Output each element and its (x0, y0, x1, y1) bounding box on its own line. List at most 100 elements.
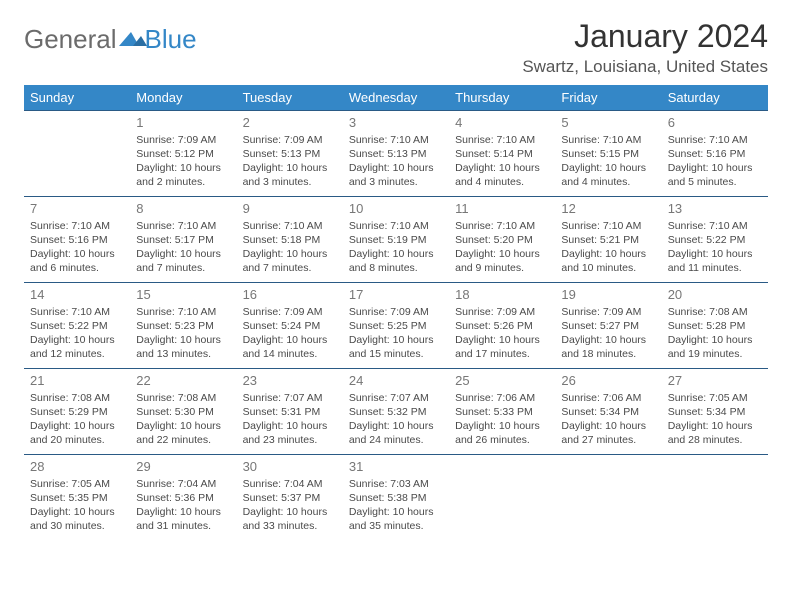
daylight-text: Daylight: 10 hours and 35 minutes. (349, 505, 443, 533)
day-number: 27 (668, 372, 762, 390)
daylight-text: Daylight: 10 hours and 6 minutes. (30, 247, 124, 275)
calendar-cell: 26Sunrise: 7:06 AMSunset: 5:34 PMDayligh… (555, 369, 661, 455)
sunset-text: Sunset: 5:16 PM (668, 147, 762, 161)
logo: General Blue (24, 24, 197, 55)
calendar-cell: 14Sunrise: 7:10 AMSunset: 5:22 PMDayligh… (24, 283, 130, 369)
sunset-text: Sunset: 5:19 PM (349, 233, 443, 247)
daylight-text: Daylight: 10 hours and 22 minutes. (136, 419, 230, 447)
sunset-text: Sunset: 5:22 PM (668, 233, 762, 247)
day-header: Thursday (449, 85, 555, 111)
daylight-text: Daylight: 10 hours and 31 minutes. (136, 505, 230, 533)
day-number: 13 (668, 200, 762, 218)
calendar-cell: 31Sunrise: 7:03 AMSunset: 5:38 PMDayligh… (343, 455, 449, 541)
sunset-text: Sunset: 5:33 PM (455, 405, 549, 419)
daylight-text: Daylight: 10 hours and 8 minutes. (349, 247, 443, 275)
sunrise-text: Sunrise: 7:09 AM (349, 305, 443, 319)
calendar-cell: 3Sunrise: 7:10 AMSunset: 5:13 PMDaylight… (343, 111, 449, 197)
calendar-cell: 17Sunrise: 7:09 AMSunset: 5:25 PMDayligh… (343, 283, 449, 369)
calendar-header-row: SundayMondayTuesdayWednesdayThursdayFrid… (24, 85, 768, 111)
sunrise-text: Sunrise: 7:10 AM (455, 219, 549, 233)
daylight-text: Daylight: 10 hours and 9 minutes. (455, 247, 549, 275)
day-number: 24 (349, 372, 443, 390)
sunrise-text: Sunrise: 7:09 AM (561, 305, 655, 319)
calendar-table: SundayMondayTuesdayWednesdayThursdayFrid… (24, 85, 768, 541)
day-number: 12 (561, 200, 655, 218)
calendar-cell: 12Sunrise: 7:10 AMSunset: 5:21 PMDayligh… (555, 197, 661, 283)
sunset-text: Sunset: 5:34 PM (668, 405, 762, 419)
sunset-text: Sunset: 5:15 PM (561, 147, 655, 161)
calendar-cell: 8Sunrise: 7:10 AMSunset: 5:17 PMDaylight… (130, 197, 236, 283)
daylight-text: Daylight: 10 hours and 15 minutes. (349, 333, 443, 361)
day-number: 20 (668, 286, 762, 304)
calendar-cell: 24Sunrise: 7:07 AMSunset: 5:32 PMDayligh… (343, 369, 449, 455)
daylight-text: Daylight: 10 hours and 30 minutes. (30, 505, 124, 533)
daylight-text: Daylight: 10 hours and 27 minutes. (561, 419, 655, 447)
day-number: 25 (455, 372, 549, 390)
sunrise-text: Sunrise: 7:09 AM (136, 133, 230, 147)
sunset-text: Sunset: 5:23 PM (136, 319, 230, 333)
day-number: 10 (349, 200, 443, 218)
sunrise-text: Sunrise: 7:10 AM (561, 133, 655, 147)
calendar-cell: 30Sunrise: 7:04 AMSunset: 5:37 PMDayligh… (237, 455, 343, 541)
daylight-text: Daylight: 10 hours and 11 minutes. (668, 247, 762, 275)
day-number: 5 (561, 114, 655, 132)
sunset-text: Sunset: 5:28 PM (668, 319, 762, 333)
sunset-text: Sunset: 5:12 PM (136, 147, 230, 161)
day-header: Monday (130, 85, 236, 111)
day-number: 21 (30, 372, 124, 390)
sunrise-text: Sunrise: 7:10 AM (349, 133, 443, 147)
sunrise-text: Sunrise: 7:06 AM (561, 391, 655, 405)
day-number: 31 (349, 458, 443, 476)
sunrise-text: Sunrise: 7:10 AM (243, 219, 337, 233)
day-number: 19 (561, 286, 655, 304)
daylight-text: Daylight: 10 hours and 4 minutes. (455, 161, 549, 189)
sunset-text: Sunset: 5:20 PM (455, 233, 549, 247)
calendar-cell: 21Sunrise: 7:08 AMSunset: 5:29 PMDayligh… (24, 369, 130, 455)
calendar-cell: 13Sunrise: 7:10 AMSunset: 5:22 PMDayligh… (662, 197, 768, 283)
day-number: 4 (455, 114, 549, 132)
sunset-text: Sunset: 5:26 PM (455, 319, 549, 333)
calendar-cell: 6Sunrise: 7:10 AMSunset: 5:16 PMDaylight… (662, 111, 768, 197)
sunrise-text: Sunrise: 7:04 AM (243, 477, 337, 491)
day-number: 6 (668, 114, 762, 132)
calendar-cell: 4Sunrise: 7:10 AMSunset: 5:14 PMDaylight… (449, 111, 555, 197)
daylight-text: Daylight: 10 hours and 17 minutes. (455, 333, 549, 361)
daylight-text: Daylight: 10 hours and 3 minutes. (349, 161, 443, 189)
day-number: 15 (136, 286, 230, 304)
sunrise-text: Sunrise: 7:10 AM (136, 305, 230, 319)
day-header: Sunday (24, 85, 130, 111)
day-number: 1 (136, 114, 230, 132)
day-header: Wednesday (343, 85, 449, 111)
month-title: January 2024 (522, 18, 768, 55)
day-header: Tuesday (237, 85, 343, 111)
day-number: 22 (136, 372, 230, 390)
day-number: 17 (349, 286, 443, 304)
sunset-text: Sunset: 5:36 PM (136, 491, 230, 505)
sunset-text: Sunset: 5:13 PM (349, 147, 443, 161)
day-number: 26 (561, 372, 655, 390)
sunrise-text: Sunrise: 7:10 AM (30, 219, 124, 233)
day-number: 8 (136, 200, 230, 218)
sunrise-text: Sunrise: 7:09 AM (243, 133, 337, 147)
sunset-text: Sunset: 5:14 PM (455, 147, 549, 161)
calendar-cell: 29Sunrise: 7:04 AMSunset: 5:36 PMDayligh… (130, 455, 236, 541)
sunrise-text: Sunrise: 7:10 AM (30, 305, 124, 319)
day-number: 2 (243, 114, 337, 132)
daylight-text: Daylight: 10 hours and 13 minutes. (136, 333, 230, 361)
calendar-cell: 28Sunrise: 7:05 AMSunset: 5:35 PMDayligh… (24, 455, 130, 541)
daylight-text: Daylight: 10 hours and 18 minutes. (561, 333, 655, 361)
sunrise-text: Sunrise: 7:10 AM (668, 219, 762, 233)
day-header: Saturday (662, 85, 768, 111)
sunrise-text: Sunrise: 7:10 AM (561, 219, 655, 233)
sunrise-text: Sunrise: 7:05 AM (30, 477, 124, 491)
sunset-text: Sunset: 5:35 PM (30, 491, 124, 505)
calendar-cell: 20Sunrise: 7:08 AMSunset: 5:28 PMDayligh… (662, 283, 768, 369)
calendar-cell (555, 455, 661, 541)
sunrise-text: Sunrise: 7:08 AM (668, 305, 762, 319)
daylight-text: Daylight: 10 hours and 4 minutes. (561, 161, 655, 189)
calendar-cell: 11Sunrise: 7:10 AMSunset: 5:20 PMDayligh… (449, 197, 555, 283)
calendar-cell: 19Sunrise: 7:09 AMSunset: 5:27 PMDayligh… (555, 283, 661, 369)
calendar-cell: 23Sunrise: 7:07 AMSunset: 5:31 PMDayligh… (237, 369, 343, 455)
sunset-text: Sunset: 5:16 PM (30, 233, 124, 247)
day-number: 23 (243, 372, 337, 390)
